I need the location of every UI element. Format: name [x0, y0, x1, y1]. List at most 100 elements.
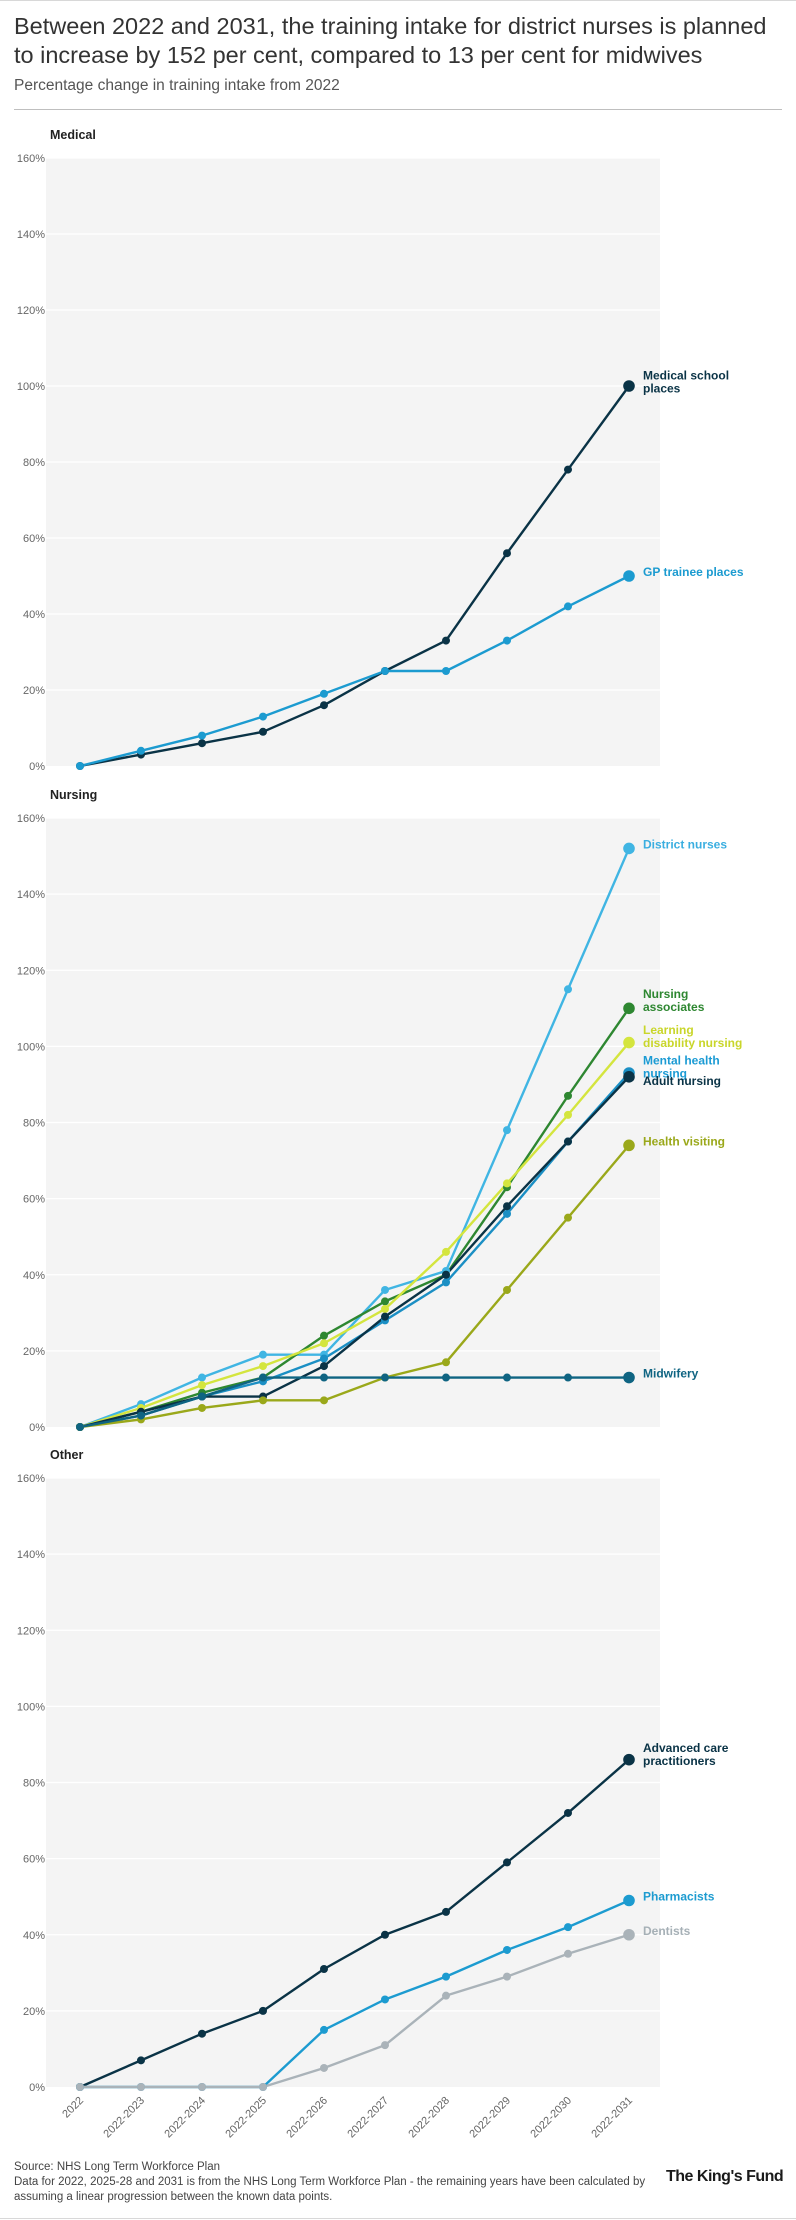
data-point — [564, 1923, 572, 1932]
data-point — [381, 1312, 389, 1321]
y-tick-label: 0% — [29, 2082, 45, 2094]
data-point — [381, 1285, 389, 1294]
data-point — [381, 1995, 389, 2004]
x-tick-label: 2022-2028 — [406, 2095, 452, 2141]
data-point — [198, 2029, 206, 2038]
y-tick-label: 140% — [17, 889, 45, 901]
y-tick-label: 40% — [23, 1270, 45, 1282]
data-point — [137, 2056, 145, 2065]
data-point — [198, 739, 206, 748]
data-point — [442, 1270, 450, 1279]
data-point — [381, 1305, 389, 1314]
source-note: Source: NHS Long Term Workforce Plan — [14, 2161, 221, 2173]
data-point — [564, 985, 572, 994]
y-tick-label: 160% — [17, 153, 45, 165]
series-label: Nursing associates — [643, 987, 705, 1014]
y-tick-label: 100% — [17, 1701, 45, 1713]
x-tick-label: 2022-2027 — [345, 2095, 391, 2141]
data-point — [198, 1373, 206, 1382]
panel-heading: Medical — [50, 128, 96, 142]
chart-subtitle: Percentage change in training intake fro… — [14, 77, 340, 94]
panel-medical: Medical 0% 20% 40% 60% 80% 100% 120% 140% 160% Med… — [17, 128, 744, 773]
data-point — [320, 1331, 328, 1340]
y-tick-label: 60% — [23, 1194, 45, 1206]
data-point — [259, 712, 267, 721]
data-point — [320, 2025, 328, 2034]
data-point — [137, 1411, 145, 1420]
y-tick-label: 80% — [23, 457, 45, 469]
y-tick-label: 100% — [17, 1041, 45, 1053]
data-point — [564, 602, 572, 611]
data-point — [320, 2063, 328, 2072]
x-tick-label: 2022-2031 — [589, 2095, 635, 2141]
series-label: Midwifery — [643, 1367, 699, 1381]
data-point — [442, 667, 450, 675]
data-point — [320, 689, 328, 698]
data-point — [76, 2083, 84, 2091]
data-point — [320, 1354, 328, 1363]
series-end-point — [623, 1753, 635, 1766]
data-point — [564, 1137, 572, 1146]
y-tick-label: 160% — [17, 1473, 45, 1485]
panel-nursing: Nursing 0% 20% 40% 60% 80% 100% 120% 140% 160% Dis… — [17, 788, 743, 1434]
series-end-point — [623, 1071, 635, 1083]
series-label: Medical school places — [643, 369, 729, 396]
x-tick-label: 2022-2029 — [467, 2095, 513, 2141]
kings-fund-logo: The King's Fund — [666, 2168, 784, 2185]
data-point — [198, 1392, 206, 1401]
series-end-point — [623, 1928, 635, 1941]
y-tick-label: 60% — [23, 533, 45, 545]
data-point — [503, 1945, 511, 1954]
data-point — [442, 1991, 450, 2000]
x-tick-label: 2022-2030 — [528, 2095, 574, 2141]
data-point — [564, 1213, 572, 1222]
data-point — [381, 1297, 389, 1306]
series-label: Pharmacists — [643, 1889, 715, 1903]
data-point — [320, 701, 328, 710]
data-point — [442, 1907, 450, 1916]
y-tick-label: 0% — [29, 761, 45, 773]
data-point — [442, 1278, 450, 1287]
data-point — [198, 2083, 206, 2091]
x-tick-label: 2022-2024 — [162, 2095, 208, 2141]
data-point — [503, 636, 511, 645]
x-tick-label: 2022-2023 — [101, 2095, 147, 2141]
y-tick-label: 120% — [17, 965, 45, 977]
data-point — [564, 1110, 572, 1119]
chart-title: Between 2022 and 2031, the training inta… — [14, 13, 767, 68]
data-point — [198, 731, 206, 740]
series-end-point — [623, 842, 635, 855]
series-label: Mental health nursing — [643, 1054, 720, 1081]
data-point — [259, 1396, 267, 1405]
series-line-health-visiting — [79, 1144, 630, 1429]
series-label: Learning disability nursing — [643, 1023, 742, 1050]
y-tick-label: 20% — [23, 2006, 45, 2018]
data-point — [442, 1972, 450, 1981]
x-tick-label: 2022-2025 — [223, 2095, 269, 2141]
data-point — [503, 1126, 511, 1135]
series-line-gp-trainee-places — [79, 574, 630, 768]
data-point — [198, 1381, 206, 1390]
series-line-learning-disability-nursing — [79, 1041, 630, 1429]
data-point — [503, 1179, 511, 1188]
series-end-point — [623, 1002, 635, 1015]
series-line-nursing-associates — [79, 1007, 630, 1429]
data-point — [564, 1091, 572, 1100]
data-point — [503, 1209, 511, 1218]
top-border — [0, 0, 796, 1]
series-line-advanced-care-practitioners — [79, 1758, 630, 2089]
series-end-point — [623, 380, 635, 392]
data-point — [259, 727, 267, 736]
y-tick-label: 0% — [29, 1422, 45, 1434]
data-point — [137, 746, 145, 755]
data-point — [320, 1965, 328, 1974]
series-label: GP trainee places — [643, 565, 744, 579]
y-tick-label: 80% — [23, 1118, 45, 1130]
data-point — [442, 1247, 450, 1256]
data-point — [76, 1423, 84, 1431]
series-line-dentists — [80, 1933, 630, 2089]
y-tick-label: 20% — [23, 685, 45, 697]
series-line-midwifery — [79, 1376, 629, 1429]
data-point — [564, 1949, 572, 1958]
